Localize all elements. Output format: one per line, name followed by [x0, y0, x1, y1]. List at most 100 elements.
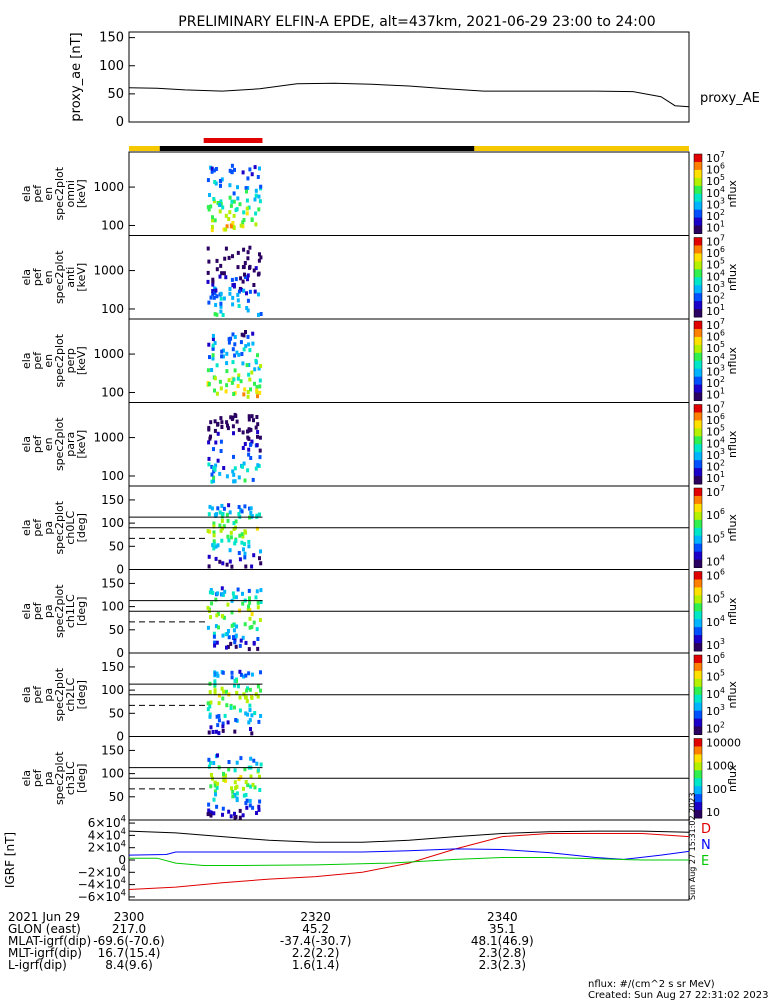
- spectrogram-ytick-label: 100: [101, 683, 124, 697]
- colorbar-segment: [694, 533, 702, 537]
- colorbar-segment: [694, 269, 702, 272]
- colorbar-segment: [694, 293, 702, 296]
- spectrogram-ylabel-line: [deg]: [75, 764, 88, 793]
- colorbar-segment: [694, 237, 702, 240]
- colorbar-segment: [694, 446, 702, 449]
- footer-row-value: 2320: [300, 910, 331, 924]
- colorbar-segment: [694, 175, 702, 179]
- spectrogram-pixel: [246, 429, 249, 434]
- spectrogram-pixel: [211, 282, 215, 287]
- colorbar-segment: [694, 159, 702, 163]
- spectrogram-pixel: [252, 283, 256, 287]
- colorbar-label: nflux: [726, 180, 739, 208]
- spectrogram-pixel: [250, 672, 254, 677]
- colorbar-segment: [694, 816, 702, 819]
- colorbar-segment: [694, 249, 702, 252]
- footer-row-label: 2021 Jun 29: [8, 910, 80, 924]
- colorbar-segment: [694, 589, 702, 592]
- footer-row-label: MLAT-igrf(dip): [8, 934, 91, 948]
- colorbar-segment: [694, 511, 702, 515]
- colorbar-segment: [694, 800, 702, 803]
- colorbar-tick-label: 106: [706, 568, 725, 583]
- spectrogram-pixel: [238, 708, 242, 713]
- spectrogram-pixel: [256, 463, 260, 468]
- spectrogram-pixel: [213, 789, 217, 794]
- spectrogram-pixel: [244, 673, 248, 678]
- spectrogram-pixel: [226, 644, 230, 649]
- spectrogram-pixel: [234, 644, 238, 649]
- colorbar-segment: [694, 336, 702, 340]
- colorbar-segment: [694, 309, 702, 312]
- spectrogram-pixel: [222, 271, 226, 276]
- orbit-status-bar: [129, 138, 689, 151]
- spectrogram-pixel: [211, 218, 214, 223]
- colorbar-segment: [694, 283, 702, 286]
- spectrogram-pixel: [248, 506, 251, 511]
- spectrogram-pixel: [258, 455, 262, 460]
- colorbar-tick-label: 104: [706, 185, 725, 200]
- spectrogram-pixel: [211, 590, 215, 595]
- colorbar-segment: [694, 670, 702, 674]
- spectrogram-pixel: [209, 725, 213, 730]
- spectrogram-ylabel-line: ela: [20, 436, 33, 453]
- spectrogram-ylabel-line: pef: [31, 768, 44, 787]
- igrf-series-line: [128, 848, 690, 860]
- spectrogram-ylabel-line: [keV]: [75, 430, 88, 459]
- colorbar-segment: [694, 285, 702, 288]
- colorbar-segment: [694, 406, 702, 409]
- spectrogram-pixel: [247, 647, 251, 652]
- colorbar-segment: [694, 350, 702, 354]
- spectrogram-pixel: [258, 384, 262, 389]
- colorbar-segment: [694, 366, 702, 370]
- spectrogram-pixel: [215, 714, 219, 719]
- igrf-ylabel: IGRF [nT]: [3, 832, 17, 888]
- spectrogram-pixel: [233, 541, 237, 546]
- colorbar-label: nflux: [726, 597, 739, 625]
- colorbar-segment: [694, 720, 702, 724]
- footer-row-value: 2.2(2.2): [292, 946, 340, 960]
- spectrogram-pixel: [226, 602, 230, 607]
- colorbar-segment: [694, 362, 702, 366]
- spectrogram-pixel: [250, 713, 254, 718]
- colorbar-tick-label: 102: [706, 208, 725, 223]
- colorbar-segment: [694, 354, 702, 358]
- spectrogram-pixel: [206, 279, 210, 284]
- colorbar-segment: [694, 756, 702, 759]
- colorbar-segment: [694, 380, 702, 384]
- colorbar-segment: [694, 513, 702, 517]
- spectrogram-pixel: [244, 695, 247, 700]
- spectrogram-pixel: [234, 634, 238, 639]
- spectrogram-pixel: [219, 449, 223, 453]
- spectrogram-pixel: [241, 601, 245, 606]
- spectrogram-pixel: [247, 588, 251, 593]
- spectrogram-pixel: [246, 186, 250, 190]
- spectrogram-pixel: [224, 246, 228, 251]
- footer-row-value: 1.6(1.4): [292, 958, 340, 972]
- spectrogram-pixel: [258, 199, 262, 204]
- colorbar-segment: [694, 704, 702, 708]
- footer-row-value: 45.2: [302, 922, 329, 936]
- spectrogram-ylabel-line: pa: [42, 521, 55, 535]
- colorbar-segment: [694, 489, 702, 493]
- spectrogram-pixel: [212, 524, 216, 529]
- spectrogram-ytick-label: 1000: [93, 180, 124, 194]
- colorbar-tick-label: 103: [706, 196, 725, 211]
- spectrogram-pixel: [236, 298, 240, 303]
- spectrogram-ylabel-line: ela: [20, 519, 33, 536]
- colorbar-tick-label: 103: [706, 447, 725, 462]
- spectrogram-pixel: [243, 272, 246, 277]
- spectrogram-pixel: [238, 557, 242, 562]
- spectrogram-ytick-label: 1000: [93, 264, 124, 278]
- colorbar-segment: [694, 613, 702, 616]
- spectrogram-pixel: [213, 388, 216, 393]
- spectrogram-pixel: [259, 255, 263, 260]
- spectrogram-pixel: [220, 538, 224, 543]
- spectrogram-pixel: [209, 700, 213, 705]
- spectrogram-pixel: [246, 334, 250, 339]
- colorbar-frame: [693, 320, 703, 401]
- spectrogram-pixel: [218, 510, 222, 515]
- spectrogram-pixel: [213, 688, 217, 693]
- spectrogram-pixel: [242, 392, 246, 397]
- spectrogram-pixel: [255, 526, 259, 531]
